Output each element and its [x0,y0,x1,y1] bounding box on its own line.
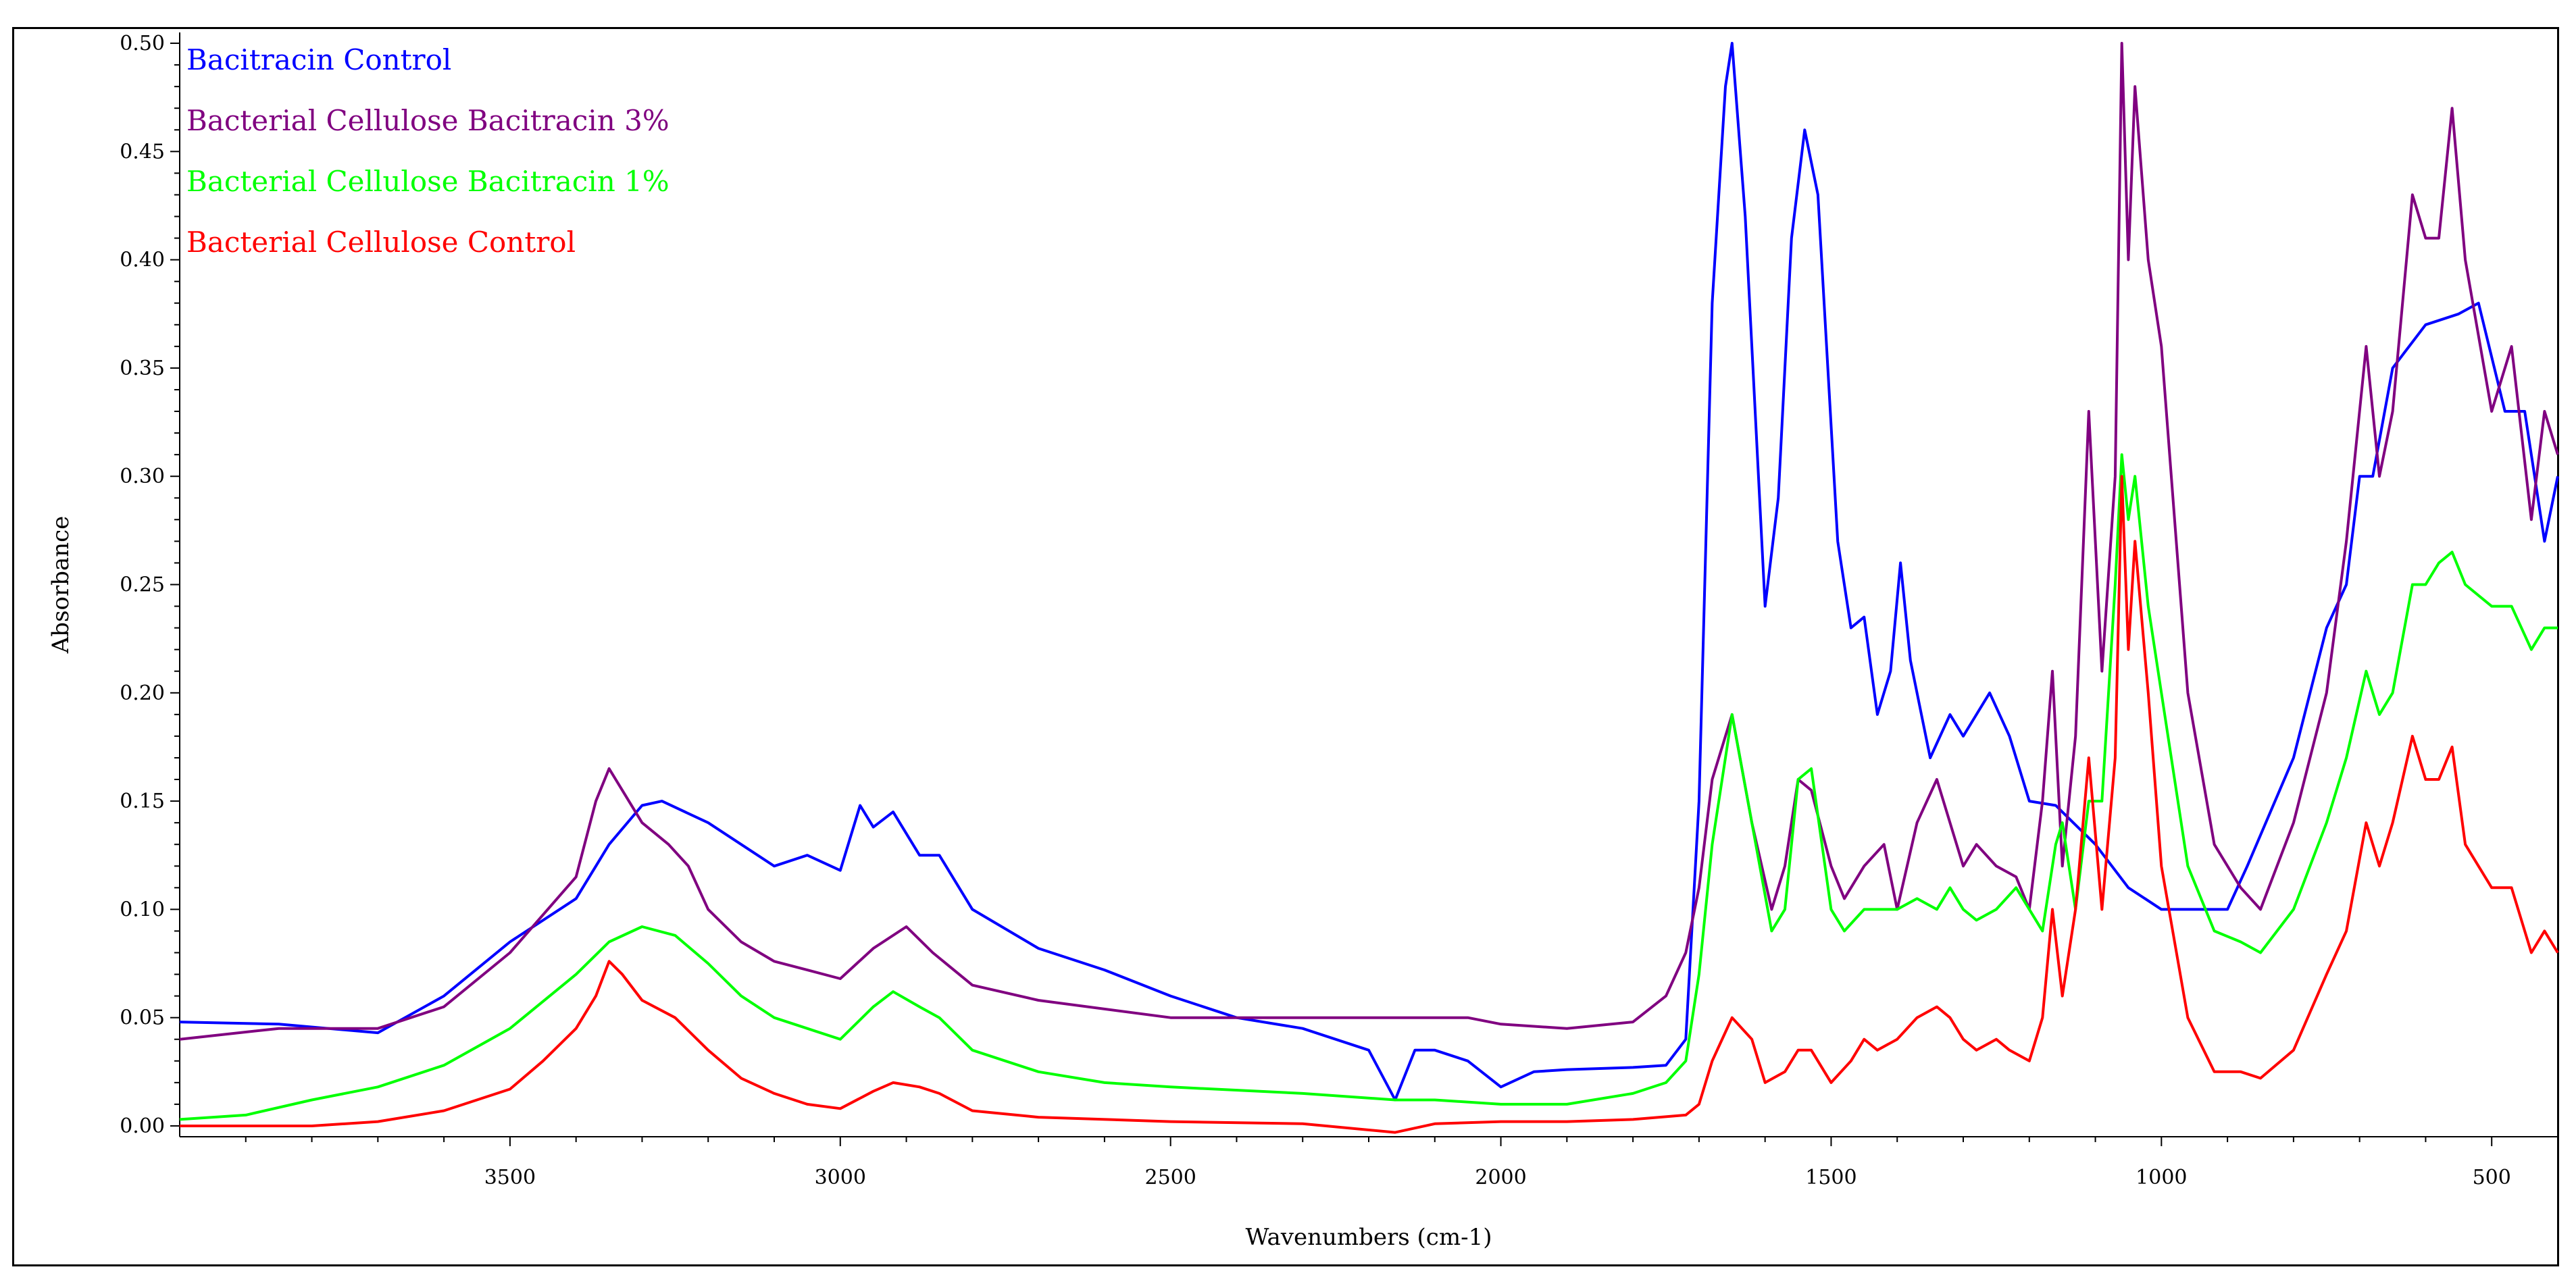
absorbance-plot: 0.00 0.05 0.10 0.15 0.20 0.25 0.30 0.35 0.40 0.45… [47,32,2559,1251]
series-line-1 [179,42,2559,1102]
x-tick-label: 2000 [1475,1166,1526,1189]
y-axis-label: Absorbance [47,516,74,654]
y-tick-label: 0.40 [120,249,165,272]
y-tick-label: 0.10 [120,898,165,921]
x-tick-label: 1000 [2136,1166,2187,1189]
series-line-2 [179,42,2559,1041]
x-tick-label: 500 [2473,1166,2511,1189]
y-tick-label: 0.20 [120,681,165,705]
series-layer [179,42,2559,1134]
series-line-4 [180,475,2559,1134]
legend-entry: Bacterial Cellulose Bacitracin 3% [186,104,670,137]
y-tick-label: 0.50 [120,32,165,55]
y-tick-label: 0.25 [120,573,165,597]
x-tick-label: 3000 [815,1166,866,1189]
axes: 0.00 0.05 0.10 0.15 0.20 0.25 0.30 0.35 0.40 0.45… [120,32,2558,1189]
y-tick-label: 0.15 [120,790,165,813]
x-tick-label: 1500 [1805,1166,1857,1189]
x-axis-label: Wavenumbers (cm-1) [1246,1224,1492,1251]
y-tick-label: 0.45 [120,140,165,163]
y-tick-label: 0.30 [120,465,165,488]
legend: Bacitracin Control Bacterial Cellulose Ba… [186,43,670,259]
y-tick-label: 0.00 [120,1114,165,1138]
y-tick-label: 0.05 [120,1006,165,1030]
y-tick-label: 0.35 [120,357,165,380]
chart-frame: 0.00 0.05 0.10 0.15 0.20 0.25 0.30 0.35 0.40 0.45… [12,27,2559,1266]
x-tick-label: 2500 [1144,1166,1196,1189]
legend-entry: Bacterial Cellulose Control [186,226,576,259]
legend-entry: Bacterial Cellulose Bacitracin 1% [186,165,670,198]
x-tick-label: 3500 [484,1166,536,1189]
legend-entry: Bacitracin Control [186,43,451,76]
series-line-3 [179,453,2558,1121]
